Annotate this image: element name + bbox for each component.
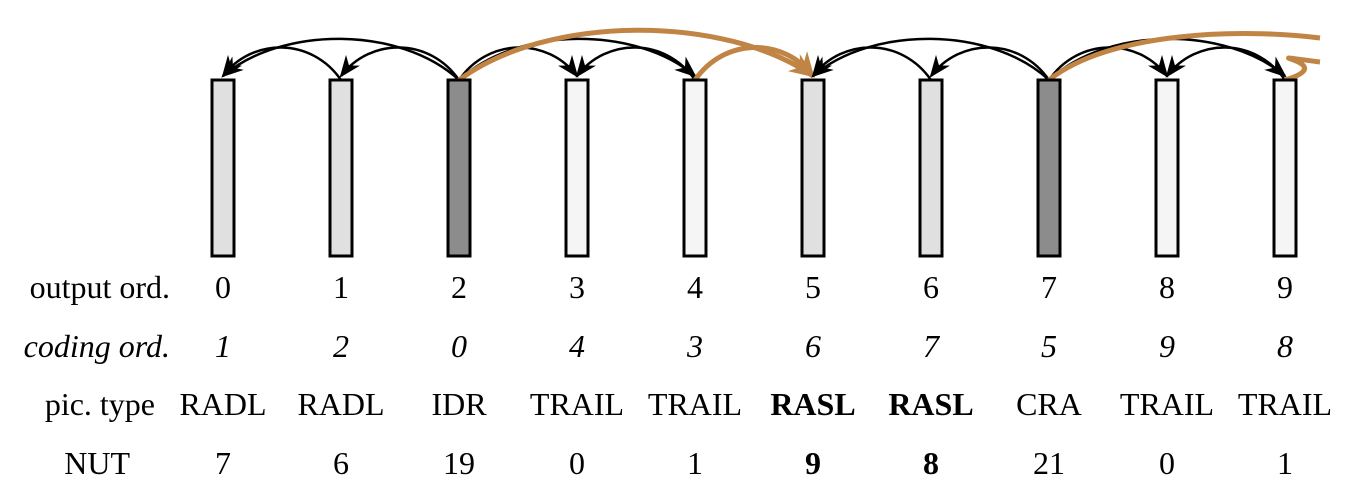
nut-value-4: 1 [687, 445, 703, 481]
reference-arrow-2-to-0 [221, 37, 460, 81]
picture-type-value-3: TRAIL [530, 386, 624, 422]
picture-type-value-6: RASL [888, 386, 973, 422]
picture-type-value-1: RADL [297, 386, 384, 422]
output-order-value-3: 3 [569, 269, 585, 305]
picture-bar-4 [682, 78, 708, 258]
nut-value-5: 9 [805, 445, 821, 481]
picture-type-value-8: TRAIL [1120, 386, 1214, 422]
picture-bar-8 [1154, 78, 1180, 258]
picture-type-value-4: TRAIL [648, 386, 742, 422]
picture-bars [210, 78, 1298, 258]
output-order-value-8: 8 [1159, 269, 1175, 305]
reference-arrow-9-to-next [1284, 55, 1321, 83]
picture-bar-0 [210, 78, 236, 258]
coding-order-value-6: 7 [923, 328, 941, 364]
picture-type-value-9: TRAIL [1238, 386, 1332, 422]
output-order-value-0: 0 [215, 269, 231, 305]
picture-bar-6 [918, 78, 944, 258]
row-label-coding-order: coding ord. [24, 328, 170, 364]
output-order-value-9: 9 [1277, 269, 1293, 305]
picture-bar-2 [446, 78, 472, 258]
reference-arrows [221, 27, 1321, 83]
picture-bar-7 [1036, 78, 1062, 258]
reference-arrow-9-to-8 [1165, 46, 1287, 81]
coding-order-value-5: 6 [805, 328, 821, 364]
output-order-value-1: 1 [333, 269, 349, 305]
output-order-value-7: 7 [1041, 269, 1057, 305]
nut-value-9: 1 [1277, 445, 1293, 481]
row-label-picture-type: pic. type [45, 386, 155, 422]
nut-value-2: 19 [443, 445, 475, 481]
output-order-value-6: 6 [923, 269, 939, 305]
nut-value-0: 7 [215, 445, 231, 481]
coding-order-value-3: 4 [569, 328, 585, 364]
reference-arrow-7-to-5 [811, 37, 1050, 81]
reference-arrow-2-to-1 [339, 46, 461, 81]
output-order-value-5: 5 [805, 269, 821, 305]
reference-arrow-6-to-5 [811, 46, 933, 81]
picture-type-value-5: RASL [770, 386, 855, 422]
reference-arrow-4-to-5 [692, 45, 815, 82]
coding-order-value-7: 5 [1041, 328, 1057, 364]
output-order-value-4: 4 [687, 269, 703, 305]
reference-arrow-7-to-next [1047, 31, 1321, 82]
picture-type-value-0: RADL [179, 386, 266, 422]
picture-labels: 01RADL712RADL620IDR1934TRAIL043TRAIL156R… [179, 269, 1332, 481]
coding-order-value-9: 8 [1277, 328, 1293, 364]
reference-arrow-2-to-5 [457, 27, 816, 83]
nut-value-1: 6 [333, 445, 349, 481]
coding-order-value-4: 3 [686, 328, 703, 364]
picture-bar-9 [1272, 78, 1298, 258]
nut-value-8: 0 [1159, 445, 1175, 481]
picture-bar-3 [564, 78, 590, 258]
picture-type-value-2: IDR [431, 386, 487, 422]
nut-value-7: 21 [1033, 445, 1065, 481]
picture-bar-5 [800, 78, 826, 258]
row-label-nut: NUT [64, 445, 130, 481]
picture-bar-1 [328, 78, 354, 258]
reference-arrow-1-to-0 [221, 46, 343, 81]
coding-order-value-0: 1 [215, 328, 231, 364]
nut-value-6: 8 [923, 445, 939, 481]
output-order-value-2: 2 [451, 269, 467, 305]
reference-arrow-7-to-6 [929, 46, 1051, 81]
picture-type-value-7: CRA [1016, 386, 1082, 422]
row-labels: output ord. coding ord. pic. type NUT [24, 269, 170, 481]
coding-order-value-1: 2 [333, 328, 349, 364]
coding-order-value-2: 0 [451, 328, 467, 364]
reference-arrow-4-to-3 [575, 46, 697, 81]
row-label-output-order: output ord. [30, 269, 170, 305]
nut-value-3: 0 [569, 445, 585, 481]
coding-order-value-8: 9 [1159, 328, 1175, 364]
reference-arrow-2-to-3 [457, 46, 579, 81]
